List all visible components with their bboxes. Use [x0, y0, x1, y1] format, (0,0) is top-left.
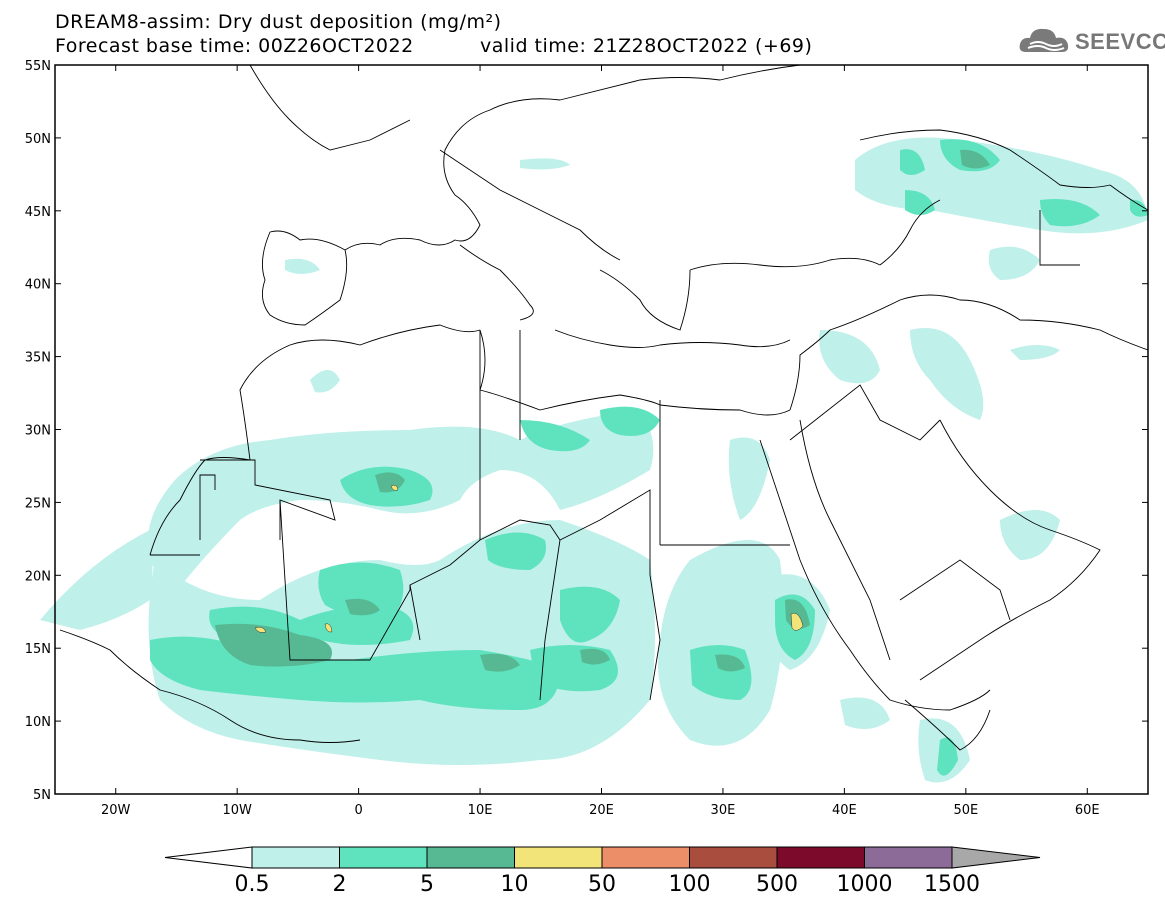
seevccc-logo	[1018, 22, 1158, 60]
colorbar-segment	[689, 846, 778, 869]
lon-label: 10E	[468, 803, 493, 818]
coastlines-and-borders	[59, 64, 1149, 751]
colorbar-underflow	[164, 846, 253, 869]
lat-label: 30N	[25, 424, 51, 439]
colorbar-level-label: 1000	[836, 872, 893, 897]
colorbar-level-label: 50	[588, 872, 616, 897]
map-title: DREAM8-assim: Dry dust deposition (mg/m²…	[55, 11, 502, 33]
lon-label: 30E	[711, 803, 736, 818]
colorbar-level-label: 2	[332, 872, 347, 897]
lat-label: 20N	[25, 569, 51, 584]
valid-time: valid time: 21Z28OCT2022 (+69)	[480, 35, 813, 57]
lat-label: 55N	[25, 59, 51, 74]
lat-label: 40N	[25, 278, 51, 293]
colorbar-segment	[426, 846, 515, 869]
lon-label: 50E	[953, 803, 978, 818]
colorbar-overflow	[951, 846, 1041, 869]
colorbar-level-label: 0.5	[234, 872, 270, 897]
lat-label: 25N	[25, 496, 51, 511]
lat-label: 45N	[25, 205, 51, 220]
lat-label: 35N	[25, 351, 51, 366]
lon-label: 20E	[589, 803, 614, 818]
colorbar-level-label: 100	[668, 872, 711, 897]
lat-label: 10N	[25, 715, 51, 730]
lat-label: 50N	[25, 132, 51, 147]
colorbar-level-label: 5	[420, 872, 434, 897]
colorbar-segment	[514, 846, 603, 869]
lat-label: 15N	[25, 642, 51, 657]
colorbar-segment	[601, 846, 690, 869]
lon-label: 60E	[1075, 803, 1100, 818]
colorbar-segment	[864, 846, 953, 869]
lon-label: 20W	[101, 803, 131, 818]
colorbar-level-label: 1500	[924, 872, 980, 897]
colorbar	[164, 846, 1041, 869]
forecast-base-time: Forecast base time: 00Z26OCT2022	[55, 35, 414, 57]
lon-label: 10W	[222, 803, 252, 818]
logo-text: SEEVCCC	[1075, 29, 1165, 54]
dust-deposition-field	[40, 137, 1148, 783]
colorbar-segment	[776, 846, 865, 869]
colorbar-level-label: 500	[756, 872, 798, 897]
lon-label: 0	[354, 803, 362, 818]
cloud-icon	[1019, 28, 1069, 52]
lon-label: 40E	[832, 803, 857, 818]
colorbar-level-label: 10	[500, 872, 529, 897]
colorbar-segment	[251, 846, 340, 869]
map-axes: 55N 50N 45N 40N 35N 30N 25N 20N 15N 10N 5N 20W 10W 0 1…	[25, 59, 1148, 818]
colorbar-segment	[339, 846, 428, 869]
lat-label: 5N	[33, 788, 51, 803]
